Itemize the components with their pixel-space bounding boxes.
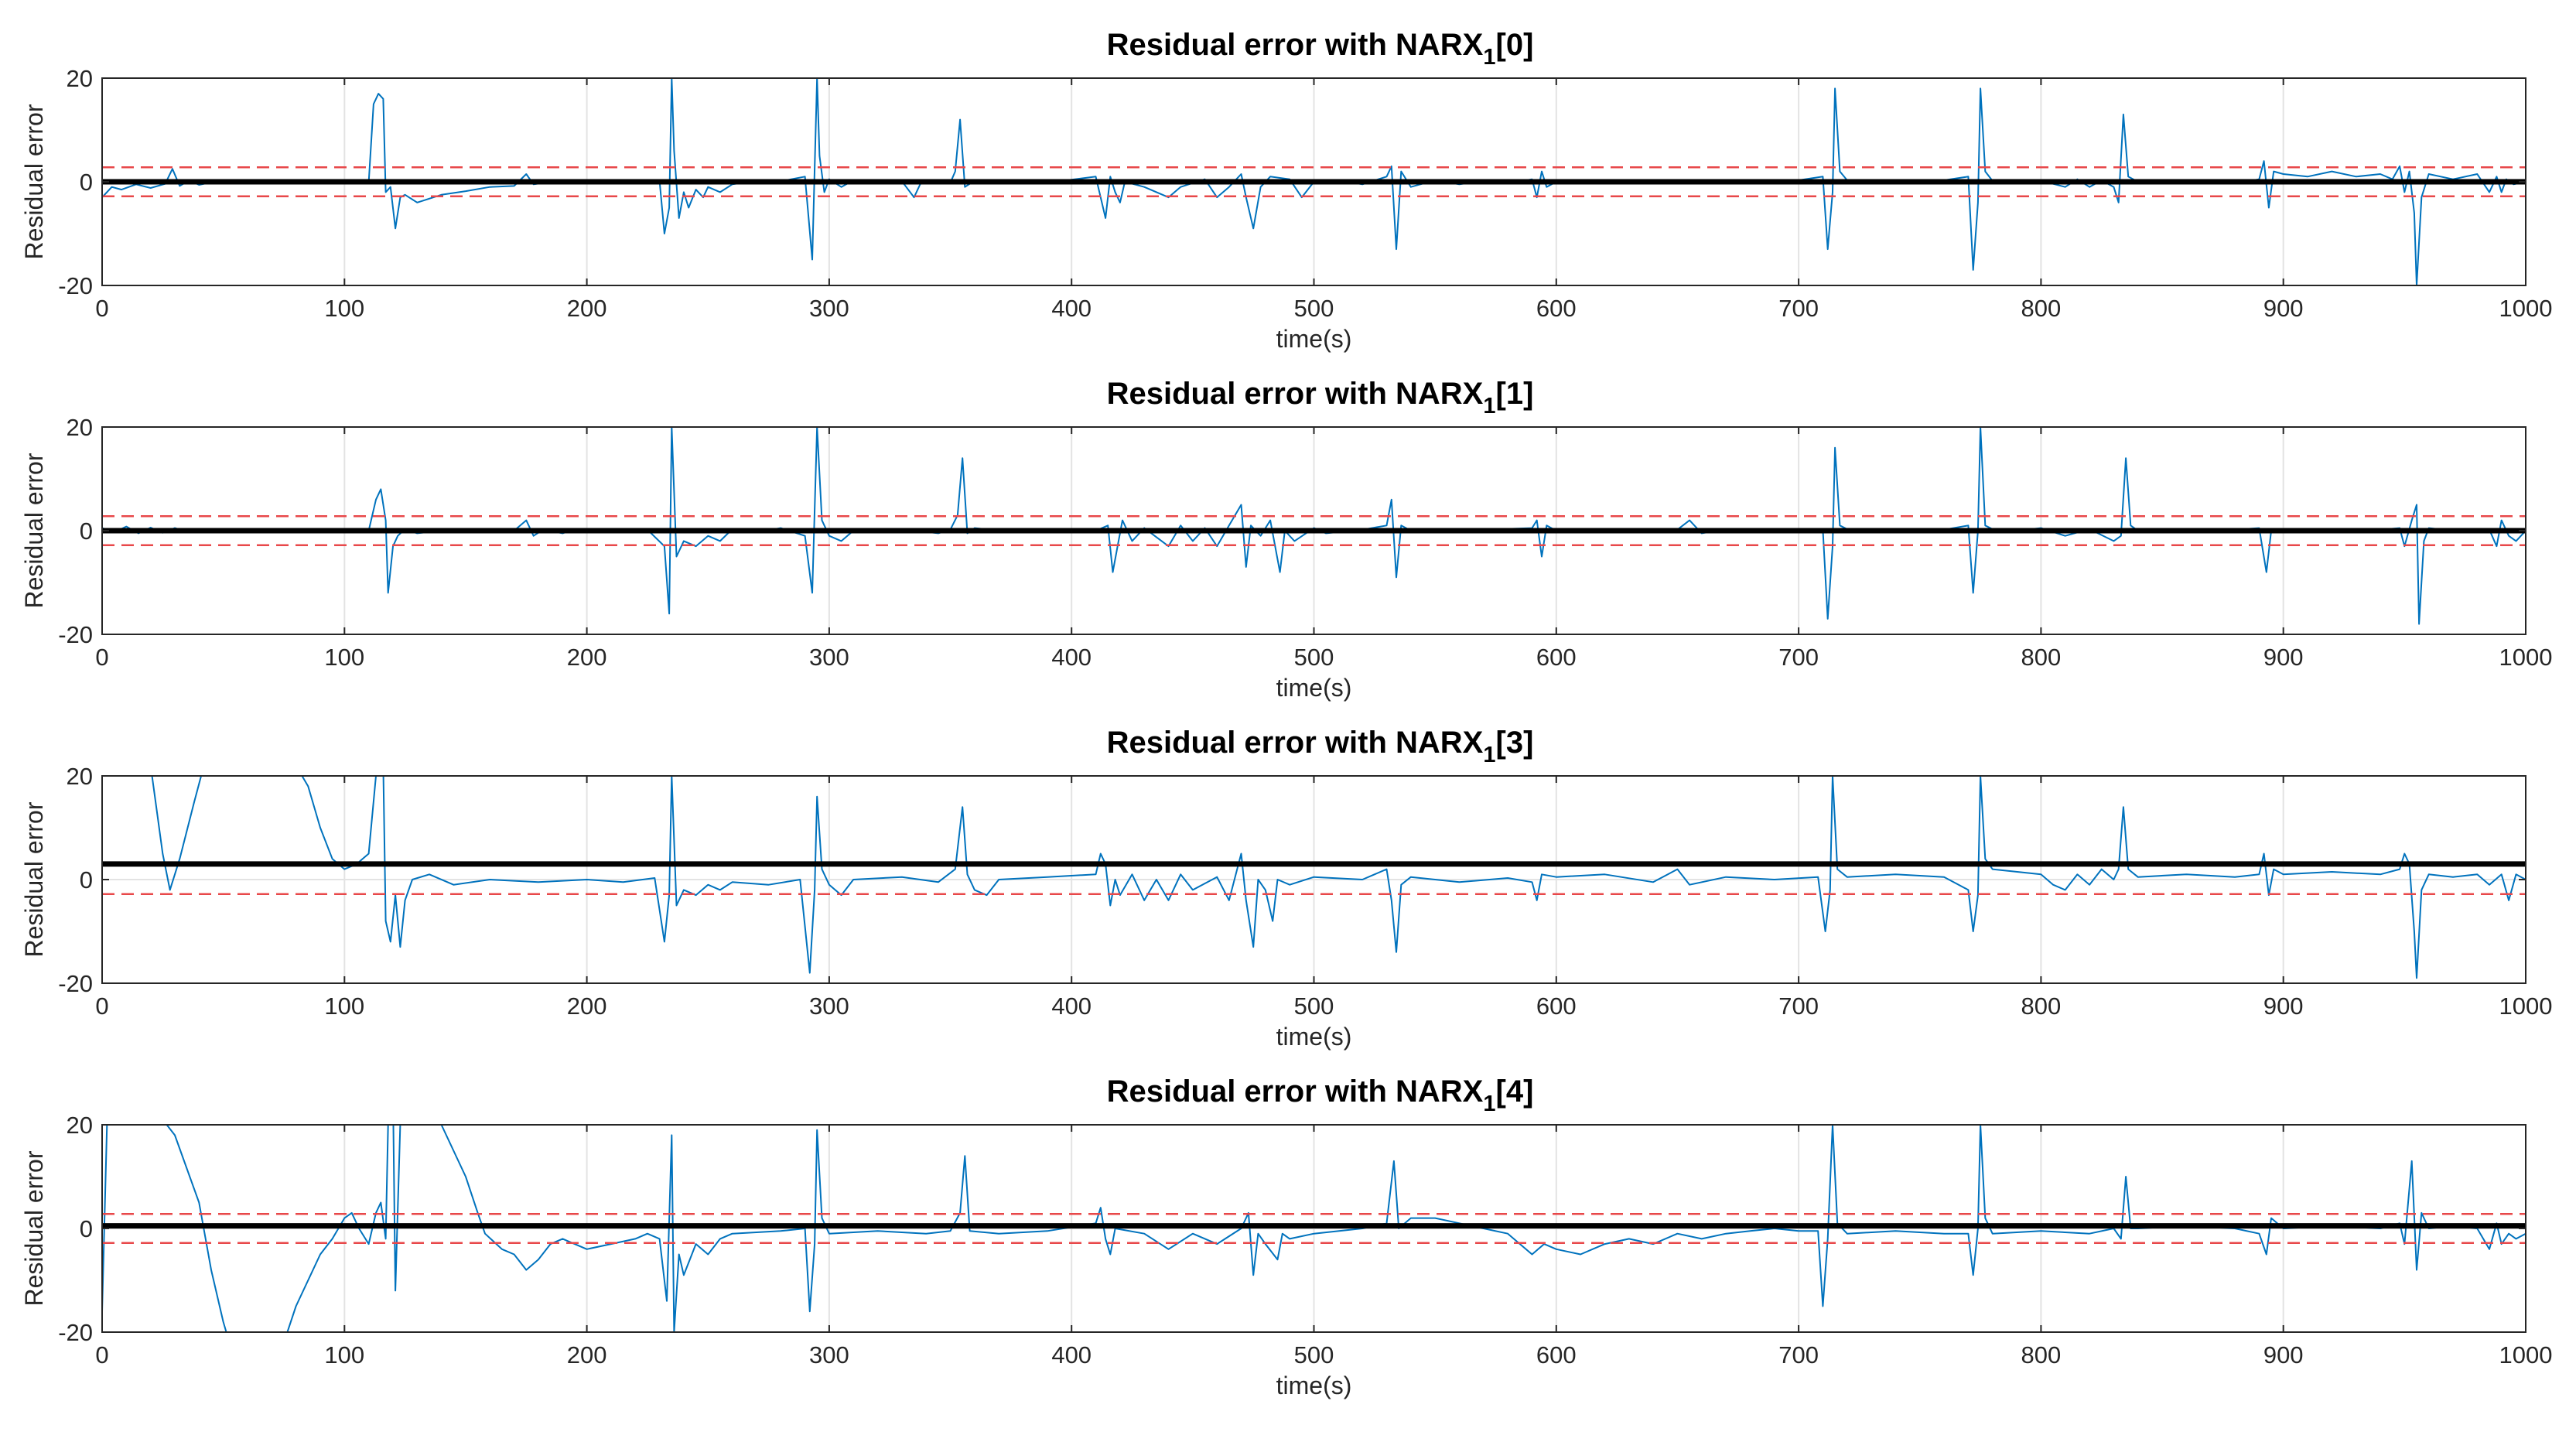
chart-title: Residual error with NARX1[1]	[1107, 377, 1534, 419]
x-tick-label: 1000	[2499, 993, 2553, 1020]
x-tick-label: 400	[1051, 295, 1092, 322]
x-tick-label: 500	[1294, 644, 1334, 671]
x-tick-label: 300	[809, 644, 849, 671]
x-tick-label: 300	[809, 1341, 849, 1368]
x-tick-label: 900	[2263, 644, 2304, 671]
x-tick-label: 200	[567, 1341, 607, 1368]
x-tick-label: 600	[1536, 295, 1577, 322]
chart-title-suffix: [1]	[1496, 377, 1534, 411]
x-tick-label: 600	[1536, 1341, 1577, 1368]
chart-title-subscript: 1	[1483, 45, 1495, 70]
x-tick-label: 200	[567, 993, 607, 1020]
x-tick-label: 100	[324, 1341, 364, 1368]
x-axis-label: time(s)	[1276, 325, 1352, 353]
y-tick-label: -20	[58, 970, 93, 997]
chart-title-prefix: Residual error with NARX	[1107, 377, 1484, 411]
y-axis-label: Residual error	[20, 453, 48, 608]
chart-title-prefix: Residual error with NARX	[1107, 1075, 1484, 1109]
subplot-3: 0 100 200 300 400 500 600 700 800 900 1000-20020ti…	[20, 1075, 2552, 1399]
x-tick-label: 800	[2021, 1341, 2062, 1368]
chart-title-subscript: 1	[1483, 743, 1495, 767]
y-tick-label: 20	[67, 1112, 93, 1139]
chart-title-prefix: Residual error with NARX	[1107, 726, 1484, 760]
residual-series-line	[151, 776, 2526, 979]
chart-title: Residual error with NARX1[3]	[1107, 726, 1534, 767]
x-tick-label: 600	[1536, 644, 1577, 671]
subplot-0: 0 100 200 300 400 500 600 700 800 900 1000-20020ti…	[20, 28, 2552, 353]
x-tick-label: 600	[1536, 993, 1577, 1020]
x-tick-label: 900	[2263, 993, 2304, 1020]
x-tick-label: 900	[2263, 1341, 2304, 1368]
plot-content	[102, 776, 2526, 979]
x-tick-label: 300	[809, 295, 849, 322]
y-tick-label: 0	[80, 518, 93, 545]
subplot-2: 0 100 200 300 400 500 600 700 800 900 1000-20020ti…	[20, 726, 2552, 1051]
y-tick-label: 20	[67, 65, 93, 92]
x-axis-label: time(s)	[1276, 674, 1352, 702]
y-axis-label: Residual error	[20, 1150, 48, 1306]
x-tick-label: 100	[324, 295, 364, 322]
y-axis-label: Residual error	[20, 104, 48, 259]
x-tick-label: 200	[567, 644, 607, 671]
chart-title-subscript: 1	[1483, 1092, 1495, 1116]
x-tick-label: 700	[1778, 295, 1819, 322]
y-tick-label: 0	[80, 169, 93, 196]
x-tick-label: 400	[1051, 1341, 1092, 1368]
x-tick-label: 0	[95, 993, 108, 1020]
x-tick-label: 500	[1294, 993, 1334, 1020]
x-tick-label: 800	[2021, 295, 2062, 322]
x-axis-label: time(s)	[1276, 1023, 1352, 1051]
plot-content	[102, 427, 2526, 625]
y-tick-label: -20	[58, 272, 93, 299]
x-tick-label: 1000	[2499, 644, 2553, 671]
x-tick-label: 0	[95, 1341, 108, 1368]
x-axis-label: time(s)	[1276, 1372, 1352, 1399]
y-axis-label: Residual error	[20, 801, 48, 957]
x-tick-label: 800	[2021, 644, 2062, 671]
x-tick-label: 500	[1294, 1341, 1334, 1368]
chart-title-suffix: [0]	[1496, 28, 1534, 62]
x-tick-label: 0	[95, 644, 108, 671]
x-tick-label: 500	[1294, 295, 1334, 322]
x-tick-label: 700	[1778, 644, 1819, 671]
chart-title: Residual error with NARX1[0]	[1107, 28, 1534, 70]
x-tick-label: 800	[2021, 993, 2062, 1020]
x-tick-label: 100	[324, 644, 364, 671]
x-tick-label: 0	[95, 295, 108, 322]
x-tick-label: 1000	[2499, 295, 2553, 322]
y-tick-label: -20	[58, 1319, 93, 1346]
y-tick-label: 20	[67, 414, 93, 441]
y-tick-label: 0	[80, 866, 93, 893]
x-tick-label: 200	[567, 295, 607, 322]
x-tick-label: 700	[1778, 993, 1819, 1020]
y-tick-label: -20	[58, 621, 93, 648]
y-tick-label: 0	[80, 1215, 93, 1242]
x-tick-label: 400	[1051, 644, 1092, 671]
residual-series-line	[102, 1125, 2526, 1332]
chart-title-subscript: 1	[1483, 394, 1495, 419]
subplot-1: 0 100 200 300 400 500 600 700 800 900 1000-20020ti…	[20, 377, 2552, 702]
x-tick-label: 300	[809, 993, 849, 1020]
chart-title-suffix: [3]	[1496, 726, 1534, 760]
x-tick-label: 700	[1778, 1341, 1819, 1368]
chart-title-suffix: [4]	[1496, 1075, 1534, 1109]
chart-title-prefix: Residual error with NARX	[1107, 28, 1484, 62]
plot-content	[102, 78, 2526, 285]
x-tick-label: 100	[324, 993, 364, 1020]
plot-content	[102, 1125, 2526, 1332]
x-tick-label: 400	[1051, 993, 1092, 1020]
x-tick-label: 900	[2263, 295, 2304, 322]
chart-title: Residual error with NARX1[4]	[1107, 1075, 1534, 1116]
x-tick-label: 1000	[2499, 1341, 2553, 1368]
y-tick-label: 20	[67, 763, 93, 790]
